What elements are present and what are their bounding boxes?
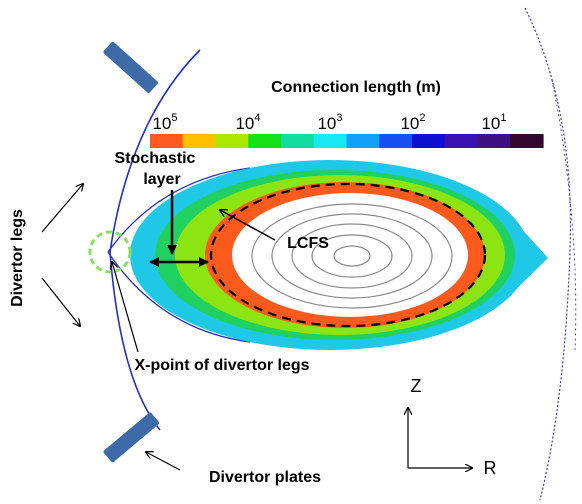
colorbar-segment — [379, 134, 413, 148]
xpoint-arrow — [112, 262, 139, 353]
lcfs-arrow — [220, 210, 276, 241]
flux-surfaces — [251, 203, 453, 309]
colorbar-segment — [444, 134, 479, 148]
colorbar-segment — [313, 134, 348, 148]
r-axis-label: R — [484, 458, 497, 478]
stochastic-label-line2: layer — [143, 171, 180, 188]
stochastic-label-line1: Stochastic — [115, 150, 196, 167]
colorbar-segment — [346, 134, 380, 148]
colorbar-segment — [182, 134, 217, 148]
colorbar-tick-label: 103 — [317, 112, 342, 133]
colorbar-segment — [215, 134, 249, 148]
colorbar-tick-label: 105 — [152, 112, 177, 133]
z-axis-label: Z — [411, 376, 422, 396]
outer-edge-right — [524, 7, 572, 501]
divertor-leg-upper — [109, 49, 201, 253]
divertor-legs-arrow-up — [41, 184, 83, 233]
divertor-plate-lower — [103, 412, 160, 463]
colorbar-tick-label: 102 — [400, 112, 425, 133]
colorbar — [150, 134, 544, 148]
divertor-legs-arrow-down — [41, 277, 80, 326]
divertor-legs-label: Divertor legs — [9, 209, 26, 307]
colorbar-segment — [248, 134, 282, 148]
colorbar-segment — [510, 134, 544, 148]
colorbar-tick-label: 101 — [481, 112, 506, 133]
colorbar-segment — [281, 134, 315, 148]
lcfs-label: LCFS — [287, 235, 329, 252]
xpoint-label: X-point of divertor legs — [134, 357, 309, 374]
colorbar-segment — [477, 134, 511, 148]
xpoint-circle — [88, 230, 132, 274]
colorbar-segment — [412, 134, 446, 148]
colorbar-ticks: 105 104 103 102 101 — [152, 112, 506, 133]
divertor-plates-arrow — [146, 452, 181, 471]
right-cusp — [500, 205, 548, 305]
colorbar-segment — [150, 134, 184, 148]
divertor-plate-upper — [103, 41, 158, 93]
lcfs-curve — [209, 182, 487, 328]
colorbar-tick-label: 104 — [235, 112, 260, 133]
outer-edge-right-2 — [551, 79, 577, 351]
colorbar-title: Connection length (m) — [271, 79, 441, 96]
divertor-plates-label: Divertor plates — [209, 469, 321, 486]
